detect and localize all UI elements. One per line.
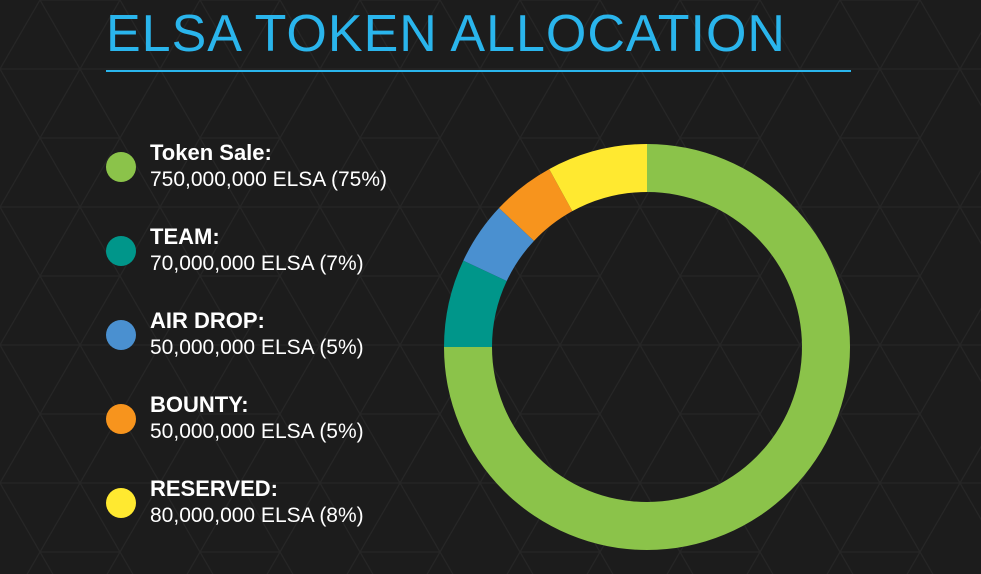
legend-value: 70,000,000 ELSA (7%) [150, 252, 364, 275]
legend-dot-air-drop [106, 320, 136, 350]
legend-item-bounty: BOUNTY: 50,000,000 ELSA (5%) [106, 392, 446, 452]
legend-dot-reserved [106, 488, 136, 518]
legend-dot-team [106, 236, 136, 266]
legend-item-air-drop: AIR DROP: 50,000,000 ELSA (5%) [106, 308, 446, 368]
legend-value: 750,000,000 ELSA (75%) [150, 168, 388, 191]
legend-label: AIR DROP: [150, 308, 265, 333]
donut-slice-air-drop [463, 208, 535, 282]
legend-item-reserved: RESERVED: 80,000,000 ELSA (8%) [106, 476, 446, 536]
donut-slice-bounty [499, 169, 573, 241]
page-title: ELSA TOKEN ALLOCATION [106, 5, 786, 63]
legend-value: 50,000,000 ELSA (5%) [150, 420, 364, 443]
legend-value: 80,000,000 ELSA (8%) [150, 504, 364, 527]
legend-label: BOUNTY: [150, 392, 249, 417]
legend-label: Token Sale: [150, 140, 272, 165]
title-underline [106, 70, 851, 72]
legend-item-token-sale: Token Sale: 750,000,000 ELSA (75%) [106, 140, 446, 200]
legend-label: RESERVED: [150, 476, 278, 501]
donut-slice-reserved [549, 144, 647, 212]
legend-label: TEAM: [150, 224, 220, 249]
legend-dot-bounty [106, 404, 136, 434]
donut-chart [444, 144, 850, 550]
legend-dot-token-sale [106, 152, 136, 182]
legend-item-team: TEAM: 70,000,000 ELSA (7%) [106, 224, 446, 284]
legend-value: 50,000,000 ELSA (5%) [150, 336, 364, 359]
donut-slice-team [444, 260, 507, 347]
